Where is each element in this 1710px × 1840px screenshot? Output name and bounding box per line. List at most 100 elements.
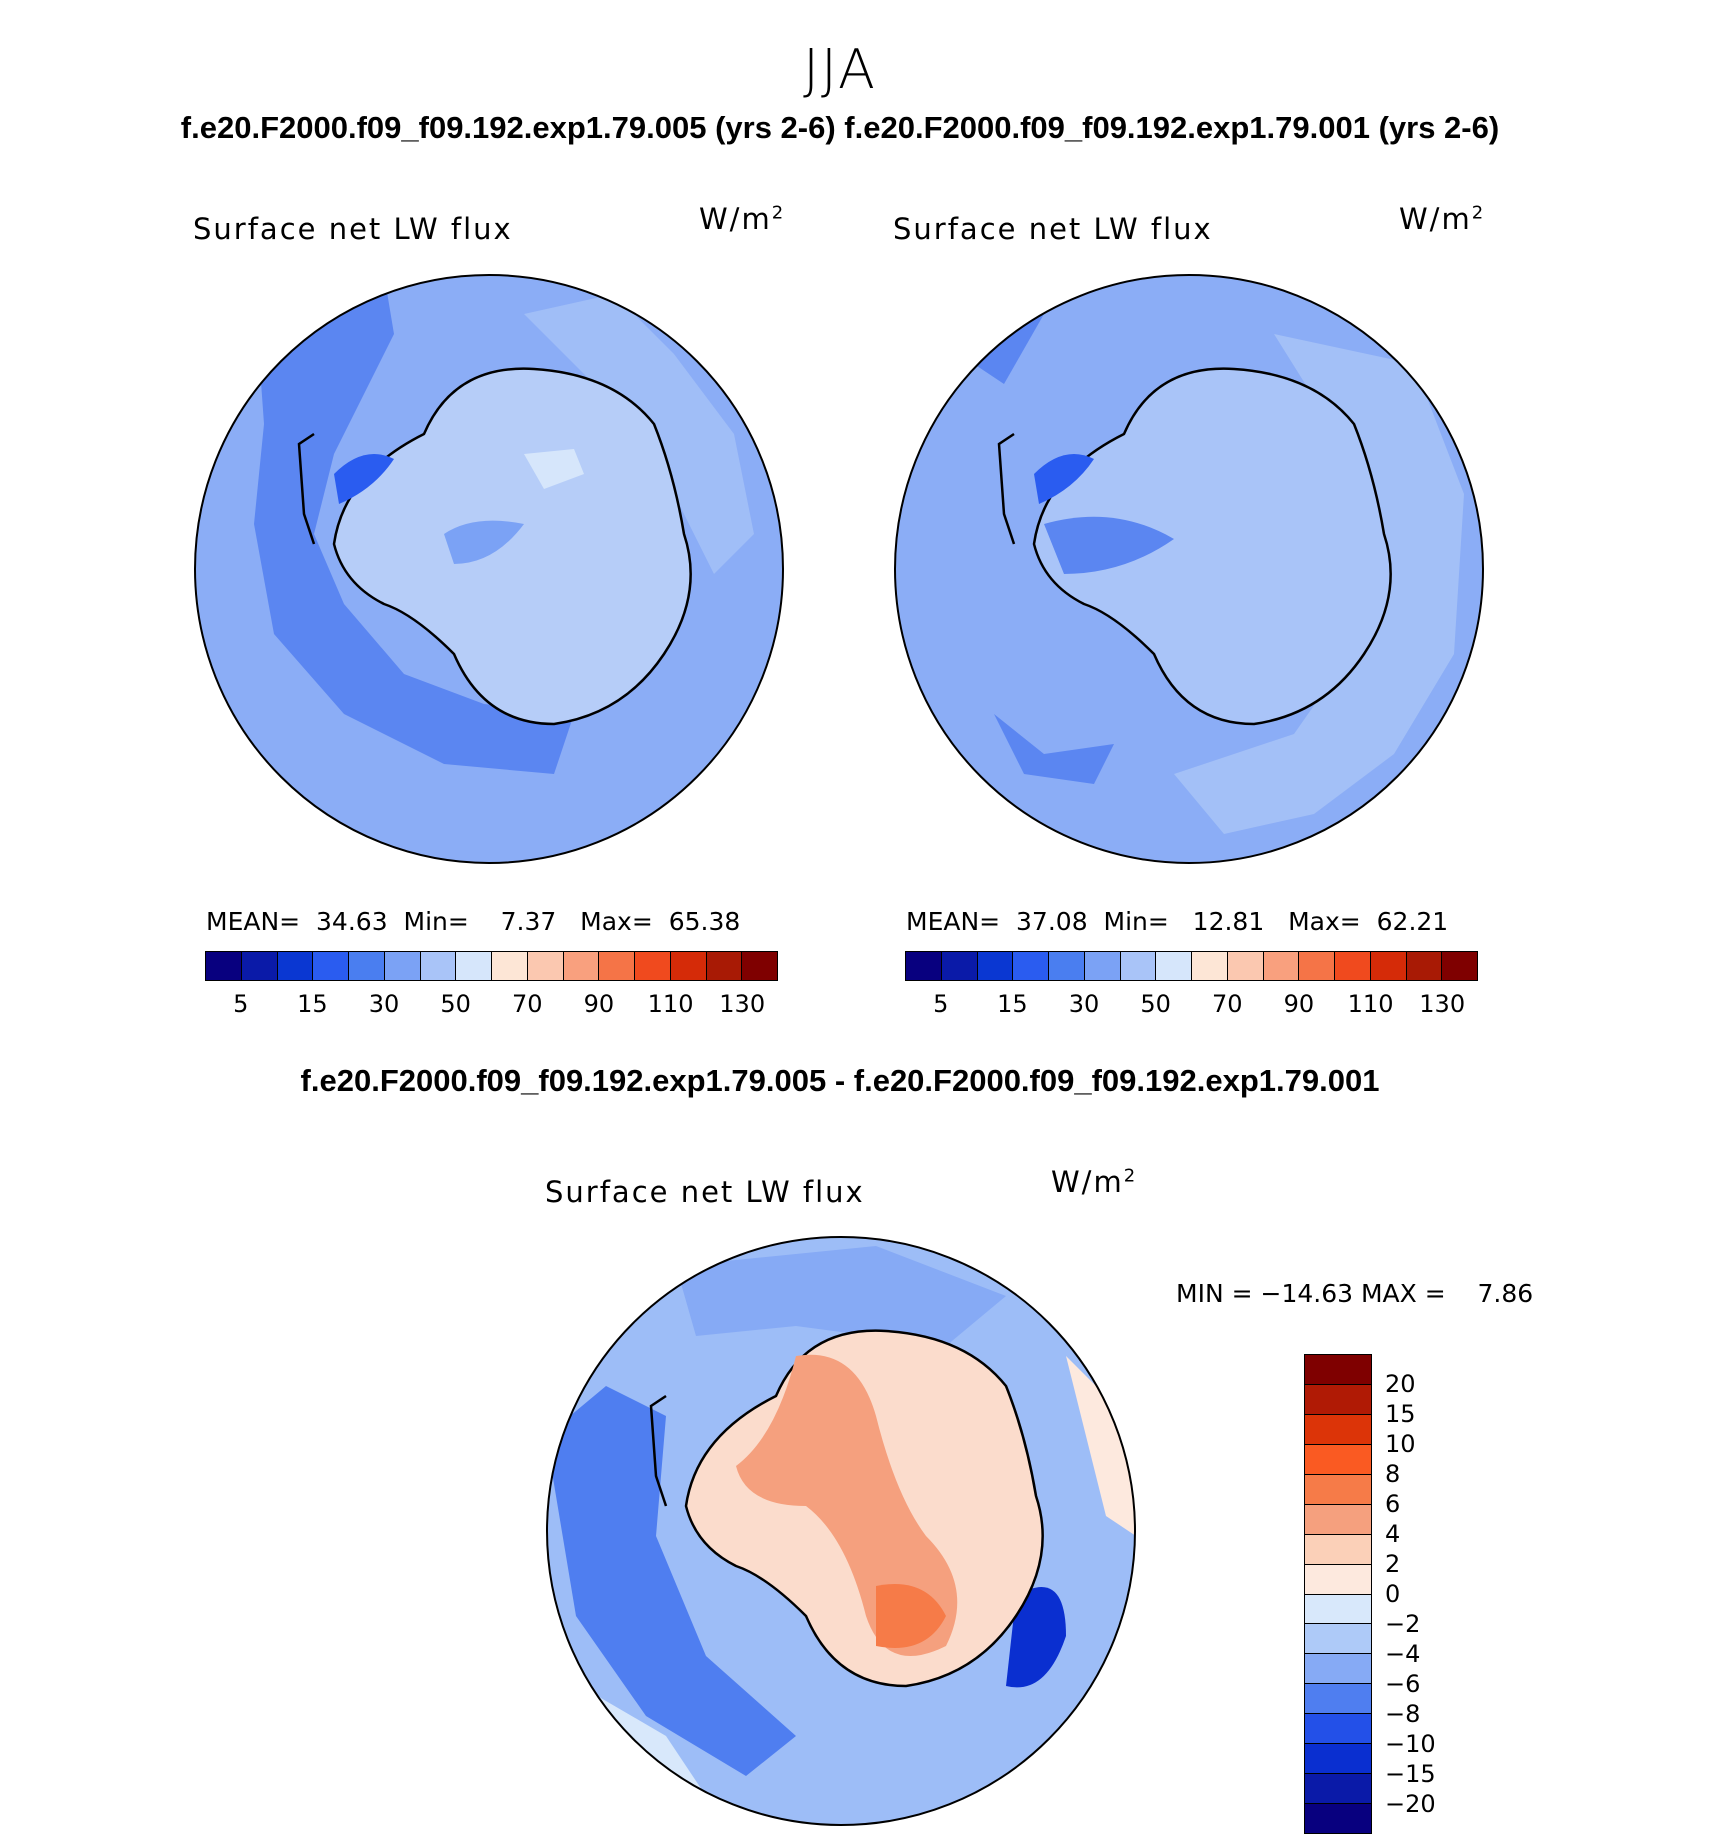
colorbar-swatch	[456, 952, 492, 980]
map-border	[546, 1236, 1136, 1826]
colorbar-swatch	[1084, 952, 1121, 980]
colorbar-tick-label: 15	[1385, 1400, 1416, 1428]
panel1-title: Surface net LW flux	[193, 212, 513, 246]
colorbar-swatch	[1305, 1744, 1371, 1775]
colorbar-tick-label: 8	[1385, 1460, 1401, 1488]
colorbar-swatch	[706, 952, 743, 980]
season-title: JJA	[803, 38, 877, 101]
colorbar-swatch	[635, 952, 671, 980]
colorbar-tick-label: 30	[368, 990, 400, 1018]
colorbar-tick-label: 30	[1068, 990, 1100, 1018]
colorbar-swatch	[313, 952, 349, 980]
map-border	[894, 274, 1484, 864]
panel2-units: W/m2	[1399, 202, 1486, 236]
panel3-map	[546, 1236, 1136, 1826]
colorbar-tick-label: 90	[583, 990, 615, 1018]
colorbar-tick-label: 90	[1283, 990, 1315, 1018]
colorbar-swatch	[384, 952, 421, 980]
colorbar-swatch	[1227, 952, 1264, 980]
colorbar-tick-label: 10	[1385, 1430, 1416, 1458]
colorbar-swatch	[1305, 1654, 1371, 1685]
colorbar-swatch	[1305, 1684, 1371, 1715]
colorbar-tick-label: 6	[1385, 1490, 1401, 1518]
colorbar-swatch	[1305, 1504, 1371, 1535]
colorbar-swatch	[1192, 952, 1228, 980]
colorbar-swatch	[977, 952, 1014, 980]
colorbar-swatch	[1305, 1384, 1371, 1415]
panel1-units: W/m2	[699, 202, 786, 236]
colorbar-swatch	[206, 952, 242, 980]
dark-ocean-band	[254, 275, 574, 774]
colorbar-tick-label: 15	[997, 990, 1028, 1018]
colorbar-tick-label: 50	[440, 990, 471, 1018]
panel2-colorbar	[905, 951, 1478, 981]
colorbar-swatch	[1049, 952, 1085, 980]
colorbar-swatch	[941, 952, 978, 980]
antarctica-coast	[332, 367, 692, 726]
colorbar-tick-label: 2	[1385, 1550, 1401, 1578]
colorbar-tick-label: 70	[512, 990, 543, 1018]
colorbar-swatch	[1305, 1714, 1371, 1745]
panel3-colorbar-labels: 20 15 10 8 6 4 2 0 −2 −4 −6 −8 −10 −15 −20	[1385, 1354, 1465, 1834]
colorbar-swatch	[1305, 1774, 1371, 1805]
panel2-map	[894, 274, 1484, 864]
colorbar-tick-label: 130	[1419, 990, 1466, 1018]
colorbar-swatch	[742, 952, 777, 980]
colorbar-tick-label: −10	[1385, 1730, 1436, 1758]
panel2-title: Surface net LW flux	[893, 212, 1213, 246]
colorbar-swatch	[492, 952, 528, 980]
colorbar-swatch	[1305, 1804, 1371, 1833]
panel3-units: W/m2	[1051, 1165, 1138, 1199]
colorbar-swatch	[1263, 952, 1300, 980]
colorbar-tick-label: 50	[1140, 990, 1171, 1018]
colorbar-tick-label: −8	[1385, 1700, 1421, 1728]
colorbar-swatch	[1305, 1355, 1371, 1385]
colorbar-swatch	[1305, 1594, 1371, 1625]
colorbar-swatch	[670, 952, 707, 980]
panel3-colorbar	[1304, 1354, 1372, 1834]
colorbar-swatch	[1305, 1534, 1371, 1565]
colorbar-swatch	[1156, 952, 1192, 980]
colorbar-swatch	[1335, 952, 1371, 980]
colorbar-tick-label: 5	[933, 990, 949, 1018]
negative-band-west	[547, 1386, 796, 1776]
colorbar-tick-label: 130	[719, 990, 766, 1018]
positive-interior	[736, 1354, 958, 1656]
colorbar-swatch	[277, 952, 314, 980]
colorbar-tick-label: 15	[297, 990, 328, 1018]
strong-negative-east	[1006, 1587, 1066, 1688]
panel2-colorbar-labels: 5 15 30 50 70 90 110 130	[905, 990, 1478, 1020]
colorbar-tick-label: −6	[1385, 1670, 1421, 1698]
colorbar-swatch	[563, 952, 600, 980]
colorbar-tick-label: −4	[1385, 1640, 1421, 1668]
panel1-map	[194, 274, 784, 864]
colorbar-tick-label: 110	[647, 990, 694, 1018]
panel3-title: Surface net LW flux	[545, 1175, 865, 1209]
colorbar-swatch	[1305, 1624, 1371, 1655]
colorbar-tick-label: −2	[1385, 1610, 1421, 1638]
panel1-colorbar	[205, 951, 778, 981]
colorbar-swatch	[349, 952, 385, 980]
colorbar-swatch	[1406, 952, 1443, 980]
colorbar-swatch	[1305, 1474, 1371, 1505]
panel2-stats: MEAN= 37.08 Min= 12.81 Max= 62.21	[906, 907, 1449, 936]
colorbar-swatch	[1442, 952, 1477, 980]
colorbar-swatch	[1305, 1444, 1371, 1475]
colorbar-swatch	[1370, 952, 1407, 980]
panel1-stats: MEAN= 34.63 Min= 7.37 Max= 65.38	[206, 907, 741, 936]
colorbar-swatch	[1305, 1564, 1371, 1595]
colorbar-tick-label: 0	[1385, 1580, 1401, 1608]
antarctica-coast	[1032, 367, 1392, 726]
colorbar-swatch	[1120, 952, 1157, 980]
colorbar-tick-label: 4	[1385, 1520, 1401, 1548]
diff-title: f.e20.F2000.f09_f09.192.exp1.79.005 - f.…	[300, 1063, 1380, 1098]
colorbar-tick-label: 20	[1385, 1370, 1416, 1398]
light-ocean-band	[1174, 334, 1464, 834]
colorbar-swatch	[420, 952, 457, 980]
colorbar-swatch	[1305, 1414, 1371, 1445]
colorbar-swatch	[527, 952, 564, 980]
colorbar-tick-label: −15	[1385, 1760, 1436, 1788]
colorbar-swatch	[1299, 952, 1335, 980]
colorbar-tick-label: 5	[233, 990, 249, 1018]
colorbar-swatch	[599, 952, 635, 980]
